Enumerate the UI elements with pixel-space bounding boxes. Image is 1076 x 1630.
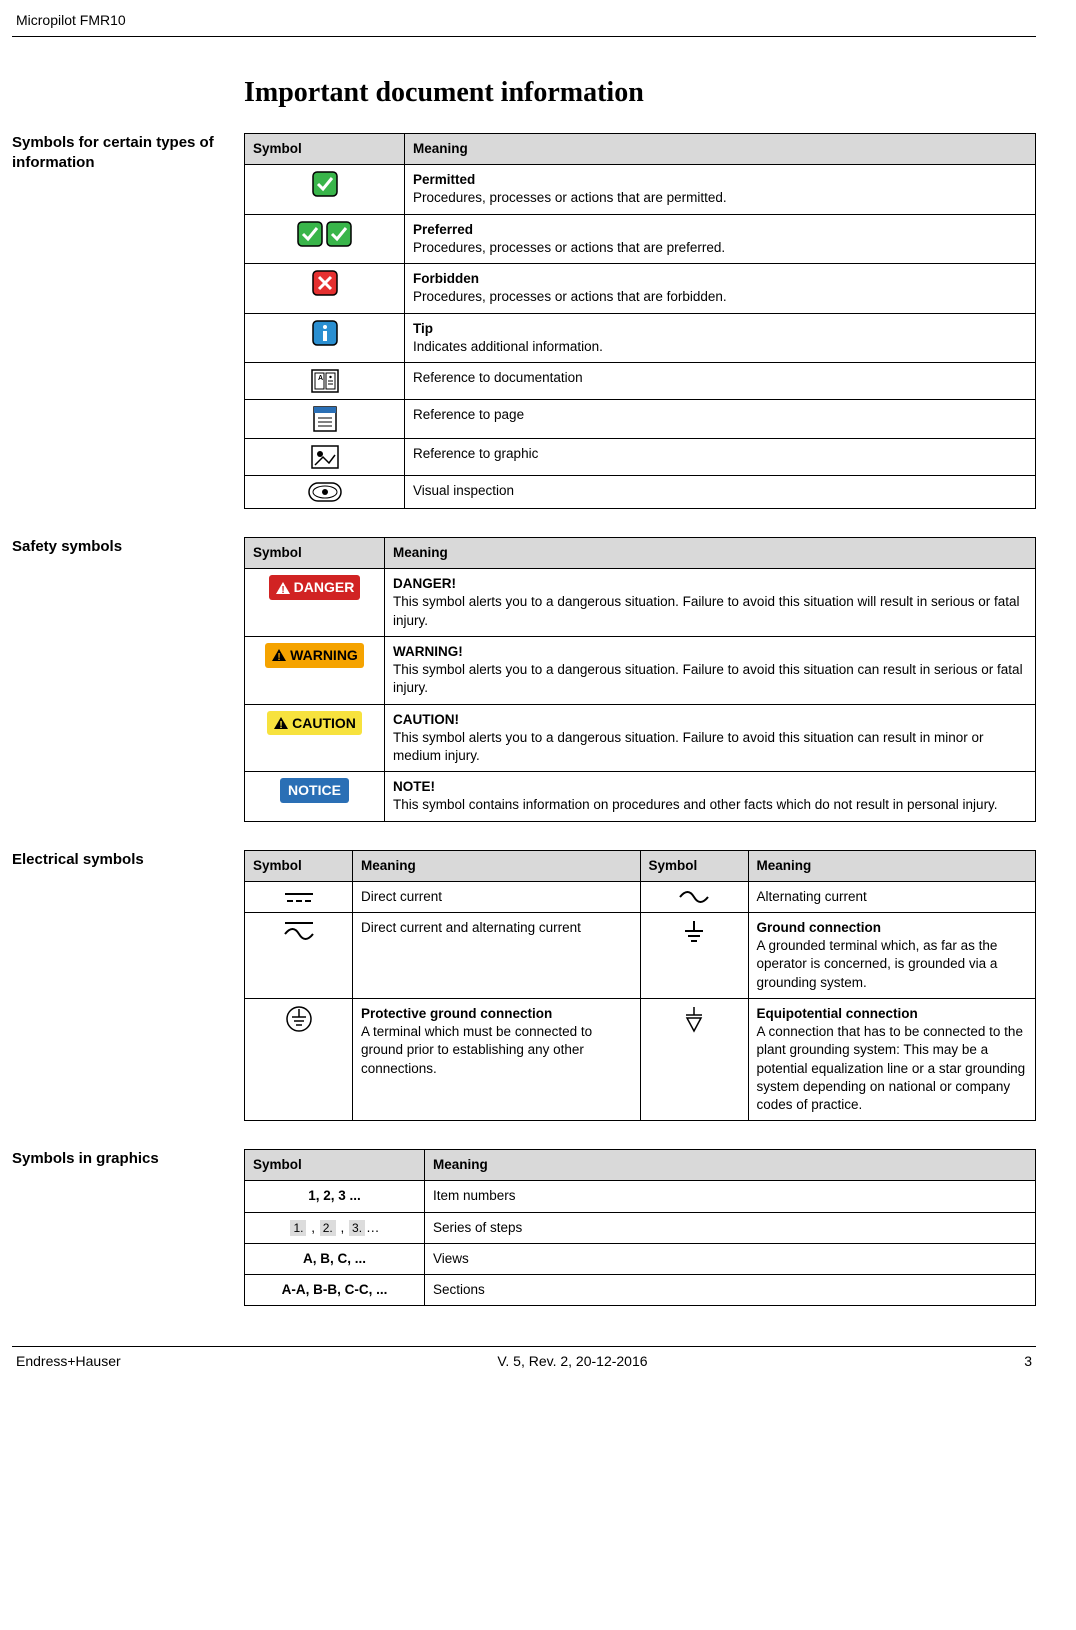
th-symbol: Symbol: [245, 850, 353, 881]
th-meaning: Meaning: [405, 134, 1036, 165]
icon-danger: ! DANGER: [245, 569, 385, 637]
meaning-cell: Equipotential connectionA connection tha…: [748, 998, 1036, 1120]
meaning-cell: NOTE!This symbol contains information on…: [385, 772, 1036, 821]
icon-forbidden: [245, 264, 405, 313]
meaning-cell: Direct current and alternating current: [353, 913, 641, 999]
icon-protective-ground: [245, 998, 353, 1120]
meaning-cell: DANGER!This symbol alerts you to a dange…: [385, 569, 1036, 637]
section-safety-symbols: Safety symbols Symbol Meaning ! DANGER D…: [244, 537, 1036, 822]
icon-ref-page: [245, 399, 405, 438]
meaning-cell: Alternating current: [748, 881, 1036, 912]
icon-warning: ! WARNING: [245, 636, 385, 704]
sym-item-numbers: 1, 2, 3 ...: [245, 1181, 425, 1212]
graphics-symbols-table: Symbol Meaning 1, 2, 3 ... Item numbers …: [244, 1149, 1036, 1306]
sym-steps: 1. , 2. , 3.…: [245, 1212, 425, 1243]
doc-header: Micropilot FMR10: [16, 12, 1036, 28]
footer-mid: V. 5, Rev. 2, 20-12-2016: [497, 1353, 647, 1369]
safety-symbols-table: Symbol Meaning ! DANGER DANGER!This symb…: [244, 537, 1036, 822]
page-title: Important document information: [244, 77, 1036, 109]
footer-right: 3: [1024, 1353, 1032, 1369]
section-label: Symbols in graphics: [12, 1149, 232, 1169]
meaning-cell: Sections: [425, 1275, 1036, 1306]
th-symbol: Symbol: [245, 134, 405, 165]
footer-rule: [12, 1346, 1036, 1347]
icon-ac: [640, 881, 748, 912]
section-graphics-symbols: Symbols in graphics Symbol Meaning 1, 2,…: [244, 1149, 1036, 1306]
meaning-cell: TipIndicates additional information.: [405, 313, 1036, 362]
meaning-cell: Ground connectionA grounded terminal whi…: [748, 913, 1036, 999]
th-symbol: Symbol: [245, 537, 385, 568]
icon-dc: [245, 881, 353, 912]
icon-ref-doc: A: [245, 362, 405, 399]
meaning-cell: Item numbers: [425, 1181, 1036, 1212]
header-rule: [12, 36, 1036, 37]
icon-equipotential: [640, 998, 748, 1120]
icon-ref-graphic: [245, 438, 405, 475]
svg-text:!: !: [281, 585, 284, 595]
meaning-cell: Direct current: [353, 881, 641, 912]
icon-caution: ! CAUTION: [245, 704, 385, 772]
th-meaning: Meaning: [425, 1150, 1036, 1181]
icon-visual-inspection: [245, 475, 405, 508]
icon-preferred: [245, 214, 405, 263]
section-electrical-symbols: Electrical symbols Symbol Meaning Symbol…: [244, 850, 1036, 1122]
sym-sections: A-A, B-B, C-C, ...: [245, 1275, 425, 1306]
info-symbols-table: Symbol Meaning PermittedProcedures, proc…: [244, 133, 1036, 509]
meaning-cell: Protective ground connectionA terminal w…: [353, 998, 641, 1120]
meaning-cell: CAUTION!This symbol alerts you to a dang…: [385, 704, 1036, 772]
th-meaning: Meaning: [385, 537, 1036, 568]
svg-text:!: !: [279, 720, 282, 730]
meaning-cell: Reference to documentation: [405, 362, 1036, 399]
meaning-cell: Reference to page: [405, 399, 1036, 438]
svg-text:!: !: [277, 652, 280, 662]
meaning-cell: WARNING!This symbol alerts you to a dang…: [385, 636, 1036, 704]
meaning-cell: Views: [425, 1243, 1036, 1274]
meaning-cell: PreferredProcedures, processes or action…: [405, 214, 1036, 263]
sym-views: A, B, C, ...: [245, 1243, 425, 1274]
meaning-cell: PermittedProcedures, processes or action…: [405, 165, 1036, 214]
meaning-cell: ForbiddenProcedures, processes or action…: [405, 264, 1036, 313]
icon-dc-ac: [245, 913, 353, 999]
meaning-cell: Visual inspection: [405, 475, 1036, 508]
meaning-cell: Reference to graphic: [405, 438, 1036, 475]
section-label: Symbols for certain types of information: [12, 133, 232, 172]
th-symbol: Symbol: [245, 1150, 425, 1181]
th-meaning: Meaning: [353, 850, 641, 881]
icon-ground: [640, 913, 748, 999]
th-meaning: Meaning: [748, 850, 1036, 881]
icon-notice: NOTICE: [245, 772, 385, 821]
icon-tip: [245, 313, 405, 362]
svg-text:A: A: [318, 375, 323, 382]
th-symbol: Symbol: [640, 850, 748, 881]
section-info-symbols: Symbols for certain types of information…: [244, 133, 1036, 509]
meaning-cell: Series of steps: [425, 1212, 1036, 1243]
electrical-symbols-table: Symbol Meaning Symbol Meaning Direct cur…: [244, 850, 1036, 1122]
footer-left: Endress+Hauser: [16, 1353, 121, 1369]
page-footer: Endress+Hauser V. 5, Rev. 2, 20-12-2016 …: [12, 1353, 1036, 1369]
section-label: Electrical symbols: [12, 850, 232, 870]
section-label: Safety symbols: [12, 537, 232, 557]
icon-permitted: [245, 165, 405, 214]
